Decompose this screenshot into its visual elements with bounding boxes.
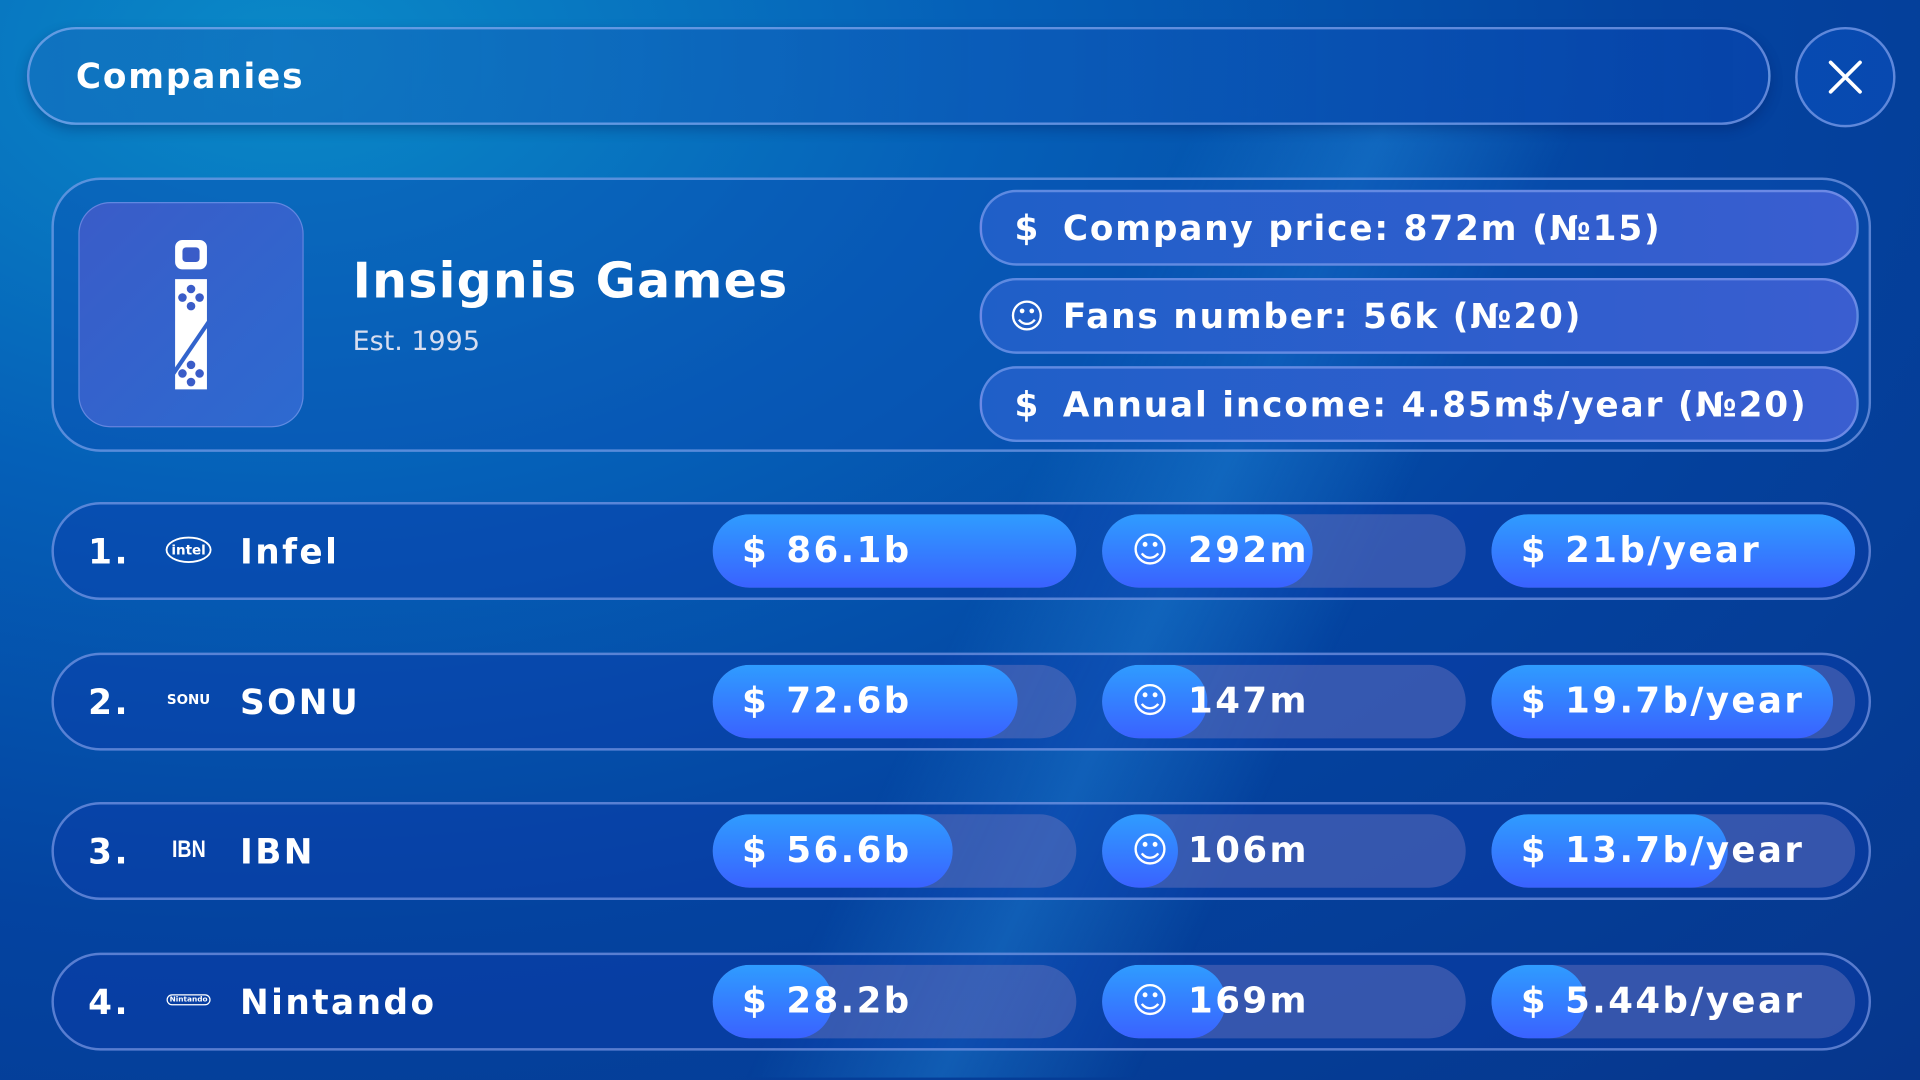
company-card: Insignis Games Est. 1995 $ Company price:… [51,177,1872,452]
dollar-icon: $ [1520,678,1548,721]
rank-number: 2. [88,681,130,722]
svg-text:intel: intel [171,544,205,559]
price-bar: $72.6b [712,664,1077,738]
income-bar-fill [1491,964,1586,1038]
dollar-icon: $ [1014,383,1041,425]
smiley-icon: ☺ [1131,978,1171,1021]
intel-logo-icon: intel [165,536,212,563]
price-bar-fill [712,814,953,888]
dollar-icon: $ [1520,828,1548,871]
ibn-logo-icon: IBN [171,835,206,863]
stat-company-price: $ Company price: 872m (№15) [979,189,1859,266]
income-bar: $19.7b/year [1491,664,1856,738]
fans-bar: ☺ 292m [1102,514,1466,588]
price-bar-fill [712,664,1019,738]
smiley-icon: ☺ [1008,295,1047,337]
price-bar-value: 56.6b [786,828,912,871]
smiley-icon: ☺ [1131,528,1171,571]
fans-bar: ☺ 147m [1102,664,1466,738]
dollar-icon: $ [742,978,770,1021]
price-bar: $28.2b [712,964,1077,1038]
page-title: Companies [75,56,305,97]
ranking-row[interactable]: 4. Nintando Nintando $28.2b ☺ 169m $5.44b/y… [51,952,1872,1051]
rank-number: 3. [88,831,130,872]
company-name: Infel [240,531,340,572]
fans-bar: ☺ 106m [1102,814,1466,888]
income-bar-value: 21b/year [1565,528,1762,571]
company-name: IBN [240,831,315,872]
header-bar: Companies [26,26,1771,125]
smiley-icon: ☺ [1131,828,1171,871]
company-name: SONU [240,681,361,722]
stat-text: Company price: 872m (№15) [1062,207,1662,248]
company-logo: intel [164,527,213,574]
price-bar-value: 28.2b [786,978,912,1021]
company-logo: IBN [164,827,213,874]
ranking-row[interactable]: 2. SONU SONU $72.6b ☺ 147m $19.7b/year [51,652,1872,751]
nintando-logo-icon: Nintando [165,994,212,1006]
ranking-row[interactable]: 3. IBN IBN $56.6b ☺ 106m $13.7b/year [51,802,1872,901]
fans-bar-fill [1102,964,1226,1038]
income-bar-value: 5.44b/year [1565,978,1805,1021]
company-logo: Nintando [164,977,213,1024]
income-bar: $5.44b/year [1491,964,1856,1038]
stat-text: Fans number: 56k (№20) [1062,295,1583,337]
dollar-icon: $ [1520,528,1548,571]
income-bar-fill [1491,814,1728,888]
smiley-icon: ☺ [1131,678,1171,721]
stat-text: Annual income: 4.85m$/year (№20) [1062,383,1808,425]
stat-fans-number: ☺ Fans number: 56k (№20) [979,277,1859,354]
fans-bar: ☺ 169m [1102,964,1466,1038]
price-bar: $56.6b [712,814,1077,888]
game-controller-icon [175,240,207,390]
dollar-icon: $ [742,828,770,871]
stat-annual-income: $ Annual income: 4.85m$/year (№20) [979,366,1859,443]
company-name: Insignis Games [352,253,789,310]
fans-bar-value: 106m [1188,828,1309,871]
price-bar-fill [712,964,833,1038]
income-bar-value: 13.7b/year [1565,828,1805,871]
ranking-row[interactable]: 1. intel Infel $86.1b ☺ 292m $21b/year [51,502,1872,601]
income-bar-value: 19.7b/year [1565,678,1805,721]
income-bar: $13.7b/year [1491,814,1856,888]
company-established: Est. 1995 [352,326,480,358]
fans-bar-value: 292m [1188,528,1309,571]
dollar-icon: $ [742,678,770,721]
fans-bar-value: 169m [1188,978,1309,1021]
price-bar-fill [712,514,1077,588]
company-logo: SONU [164,677,213,724]
rank-number: 1. [88,531,130,572]
company-name: Nintando [240,981,437,1022]
fans-bar-fill [1102,664,1208,738]
fans-bar-fill [1102,514,1313,588]
income-bar: $21b/year [1491,514,1856,588]
company-logo [78,202,304,428]
dollar-icon: $ [1520,978,1548,1021]
close-icon [1828,60,1862,94]
fans-bar-fill [1102,814,1179,888]
income-bar-fill [1491,664,1834,738]
price-bar-value: 86.1b [786,528,912,571]
price-bar-value: 72.6b [786,678,912,721]
close-button[interactable] [1795,26,1896,128]
fans-bar-value: 147m [1188,678,1309,721]
income-bar-fill [1491,514,1856,588]
dollar-icon: $ [1014,207,1041,248]
rank-number: 4. [88,981,130,1022]
dollar-icon: $ [742,528,770,571]
price-bar: $86.1b [712,514,1077,588]
sonu-logo-icon: SONU [166,691,211,708]
